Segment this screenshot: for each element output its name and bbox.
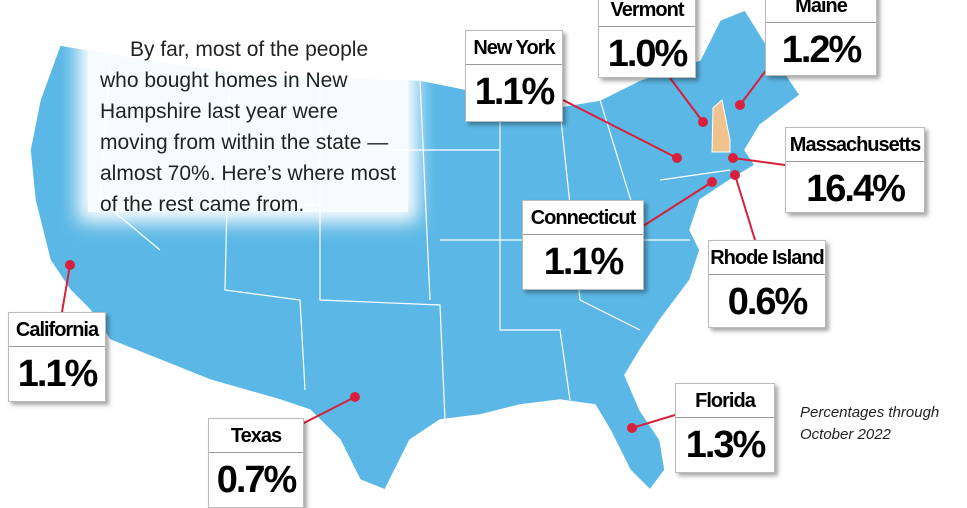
- location-dot: [707, 177, 717, 187]
- location-dot: [698, 117, 708, 127]
- callout: Texas 0.7%: [208, 418, 304, 508]
- state-name: Florida: [676, 384, 774, 418]
- location-dot: [65, 260, 75, 270]
- callout: Connecticut 1.1%: [522, 200, 644, 290]
- callout: Massachusetts 16.4%: [785, 127, 925, 213]
- leader-line: [562, 99, 678, 159]
- new-hampshire: [711, 99, 731, 153]
- state-share: 1.1%: [17, 353, 99, 395]
- location-dot: [627, 423, 637, 433]
- location-dot: [728, 153, 738, 163]
- leader-line: [669, 77, 704, 123]
- leader-line: [639, 181, 713, 229]
- location-dot: [730, 170, 740, 180]
- callout: Maine 1.2%: [765, 0, 877, 76]
- intro-text: By far, most of the people who bought ho…: [88, 32, 408, 216]
- state-name: Massachusetts: [786, 128, 924, 162]
- state-name: Texas: [209, 419, 303, 453]
- callout: New York 1.1%: [465, 30, 563, 122]
- state-share: 1.3%: [685, 424, 767, 466]
- note-line: October 2022: [800, 426, 891, 443]
- location-dot: [350, 392, 360, 402]
- callout: Rhode Island 0.6%: [708, 240, 826, 328]
- note: Percentages through October 2022: [800, 402, 939, 446]
- state-name: Maine: [766, 0, 876, 23]
- state-share: 1.2%: [781, 29, 863, 71]
- state-name: Connecticut: [523, 201, 643, 235]
- state-share: 16.4%: [806, 168, 906, 210]
- callout: California 1.1%: [8, 312, 106, 402]
- state-share: 0.6%: [727, 281, 809, 323]
- leader-line: [732, 157, 786, 166]
- leader-line: [299, 396, 356, 426]
- callout: Vermont 1.0%: [598, 0, 696, 78]
- state-share: 0.7%: [216, 459, 298, 501]
- state-name: Vermont: [599, 0, 695, 27]
- state-name: New York: [466, 31, 562, 65]
- state-name: California: [9, 313, 105, 347]
- state-share: 1.1%: [474, 71, 556, 113]
- leader-line: [61, 264, 71, 313]
- state-share: 1.1%: [543, 241, 625, 283]
- leader-line: [734, 174, 756, 241]
- callout: Florida 1.3%: [675, 383, 775, 473]
- state-share: 1.0%: [607, 33, 689, 75]
- state-name: Rhode Island: [709, 241, 825, 275]
- location-dot: [672, 153, 682, 163]
- location-dot: [735, 100, 745, 110]
- leader-line: [631, 414, 676, 429]
- note-line: Percentages through: [800, 404, 940, 421]
